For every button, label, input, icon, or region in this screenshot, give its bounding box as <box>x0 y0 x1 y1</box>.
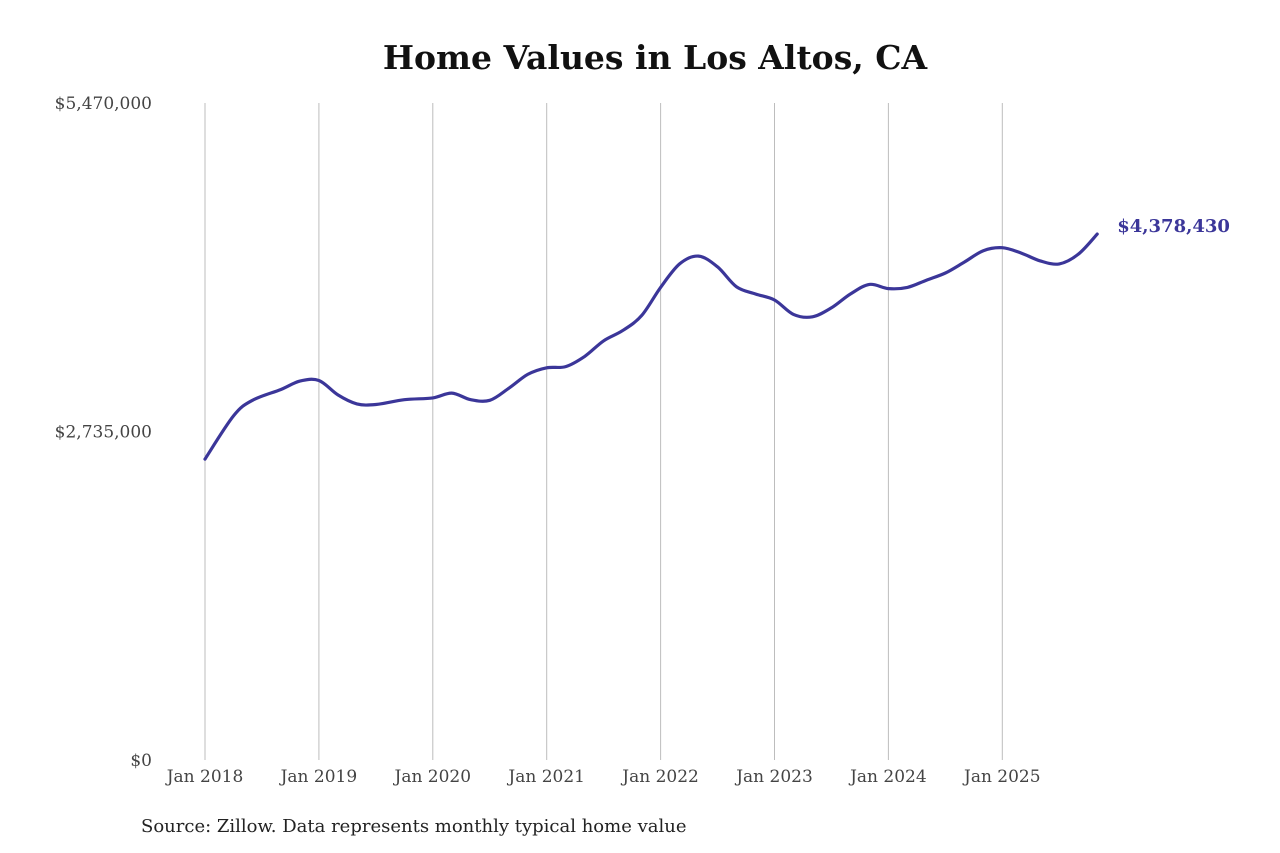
x-tick-label: Jan 2025 <box>962 767 1041 787</box>
x-tick-label: Jan 2022 <box>620 767 699 787</box>
x-tick-label: Jan 2024 <box>848 767 927 787</box>
chart-title: Home Values in Los Altos, CA <box>382 38 928 77</box>
gridlines <box>204 103 1003 760</box>
x-tick-label: Jan 2018 <box>165 767 244 787</box>
x-tick-label: Jan 2021 <box>506 767 585 787</box>
x-tick-label: Jan 2020 <box>393 767 472 787</box>
series-layer <box>203 232 1099 461</box>
x-tick-label: Jan 2023 <box>734 767 813 787</box>
source-note: Source: Zillow. Data represents monthly … <box>141 816 687 837</box>
y-tick-label: $2,735,000 <box>55 423 152 443</box>
last-value-label: $4,378,430 <box>1117 216 1230 237</box>
y-tick-label: $5,470,000 <box>55 94 152 114</box>
x-tick-label: Jan 2019 <box>279 767 358 787</box>
y-tick-label: $0 <box>130 751 152 771</box>
home-value-line <box>203 232 1099 461</box>
end-label-layer: $4,378,430 <box>1117 216 1230 237</box>
x-axis-ticks: Jan 2018 Jan 2019 Jan 2020 Jan 2021 Jan 2022… <box>165 767 1041 787</box>
y-axis-ticks: $5,470,000 $2,735,000 $0 <box>55 94 152 771</box>
